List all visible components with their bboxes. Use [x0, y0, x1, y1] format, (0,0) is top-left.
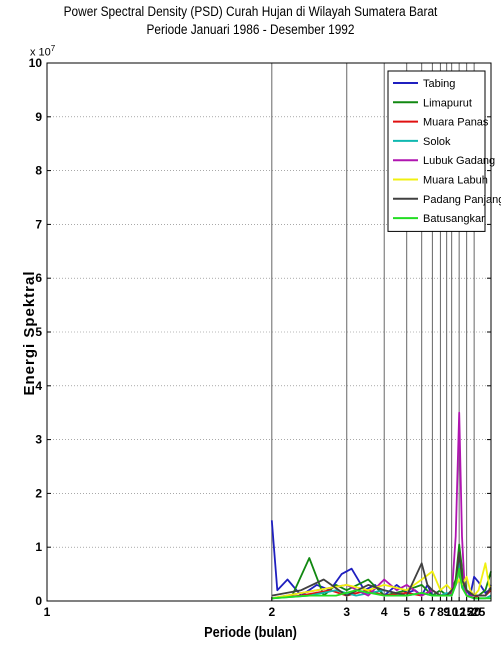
legend-label: Tabing [423, 78, 455, 90]
x-tick-label: 8 [437, 605, 444, 619]
chart-subtitle: Periode Januari 1986 - Desember 1992 [146, 22, 355, 37]
x-tick-label: 5 [403, 605, 410, 619]
y-tick-label: 1 [35, 540, 42, 554]
x-tick-label: 3 [343, 605, 350, 619]
legend-label: Batusangkar [423, 213, 485, 225]
legend: Tabing Limapurut Muara Panas Solok Lubuk Gad… [387, 70, 501, 232]
x-tick-label: 4 [381, 605, 388, 619]
x-tick-label: 7 [429, 605, 436, 619]
x-tick-label: 6 [418, 605, 425, 619]
legend-label: Limapurut [423, 97, 472, 109]
y-tick-label: 3 [35, 433, 42, 447]
series-lines [270, 411, 492, 600]
y-tick-label: 10 [29, 56, 43, 70]
chart-title: Power Spectral Density (PSD) Curah Hujan… [63, 4, 438, 19]
x-tick-label: 25 [472, 605, 486, 619]
y-tick-label: 8 [35, 164, 42, 178]
legend-label: Muara Panas [423, 117, 489, 129]
y-tick-label: 7 [35, 217, 42, 231]
legend-label: Lubuk Gadang [423, 155, 495, 167]
y-axis-label: Energi Spektral [21, 270, 38, 396]
y-exponent-label: x 107 [30, 44, 56, 59]
y-tick-label: 6 [35, 271, 42, 285]
y-tick-label: 9 [35, 110, 42, 124]
x-tick-label: 1 [44, 605, 51, 619]
legend-label: Solok [423, 136, 451, 148]
y-tick-label: 0 [35, 594, 42, 608]
x-tick-label: 20 [467, 605, 481, 619]
legend-box [387, 70, 486, 232]
x-tick-label: 15 [460, 605, 474, 619]
x-tick-label: 10 [445, 605, 459, 619]
y-tick-label: 4 [35, 379, 42, 393]
x-tick-label: 9 [443, 605, 450, 619]
legend-label: Padang Panjang [423, 194, 501, 206]
y-tick-label: 2 [35, 486, 42, 500]
x-tick-label: 2 [268, 605, 275, 619]
legend-label: Muara Labuh [423, 175, 488, 187]
x-tick-label: 12 [452, 605, 466, 619]
y-tick-label: 5 [35, 325, 42, 339]
x-axis-label: Periode (bulan) [204, 624, 297, 641]
